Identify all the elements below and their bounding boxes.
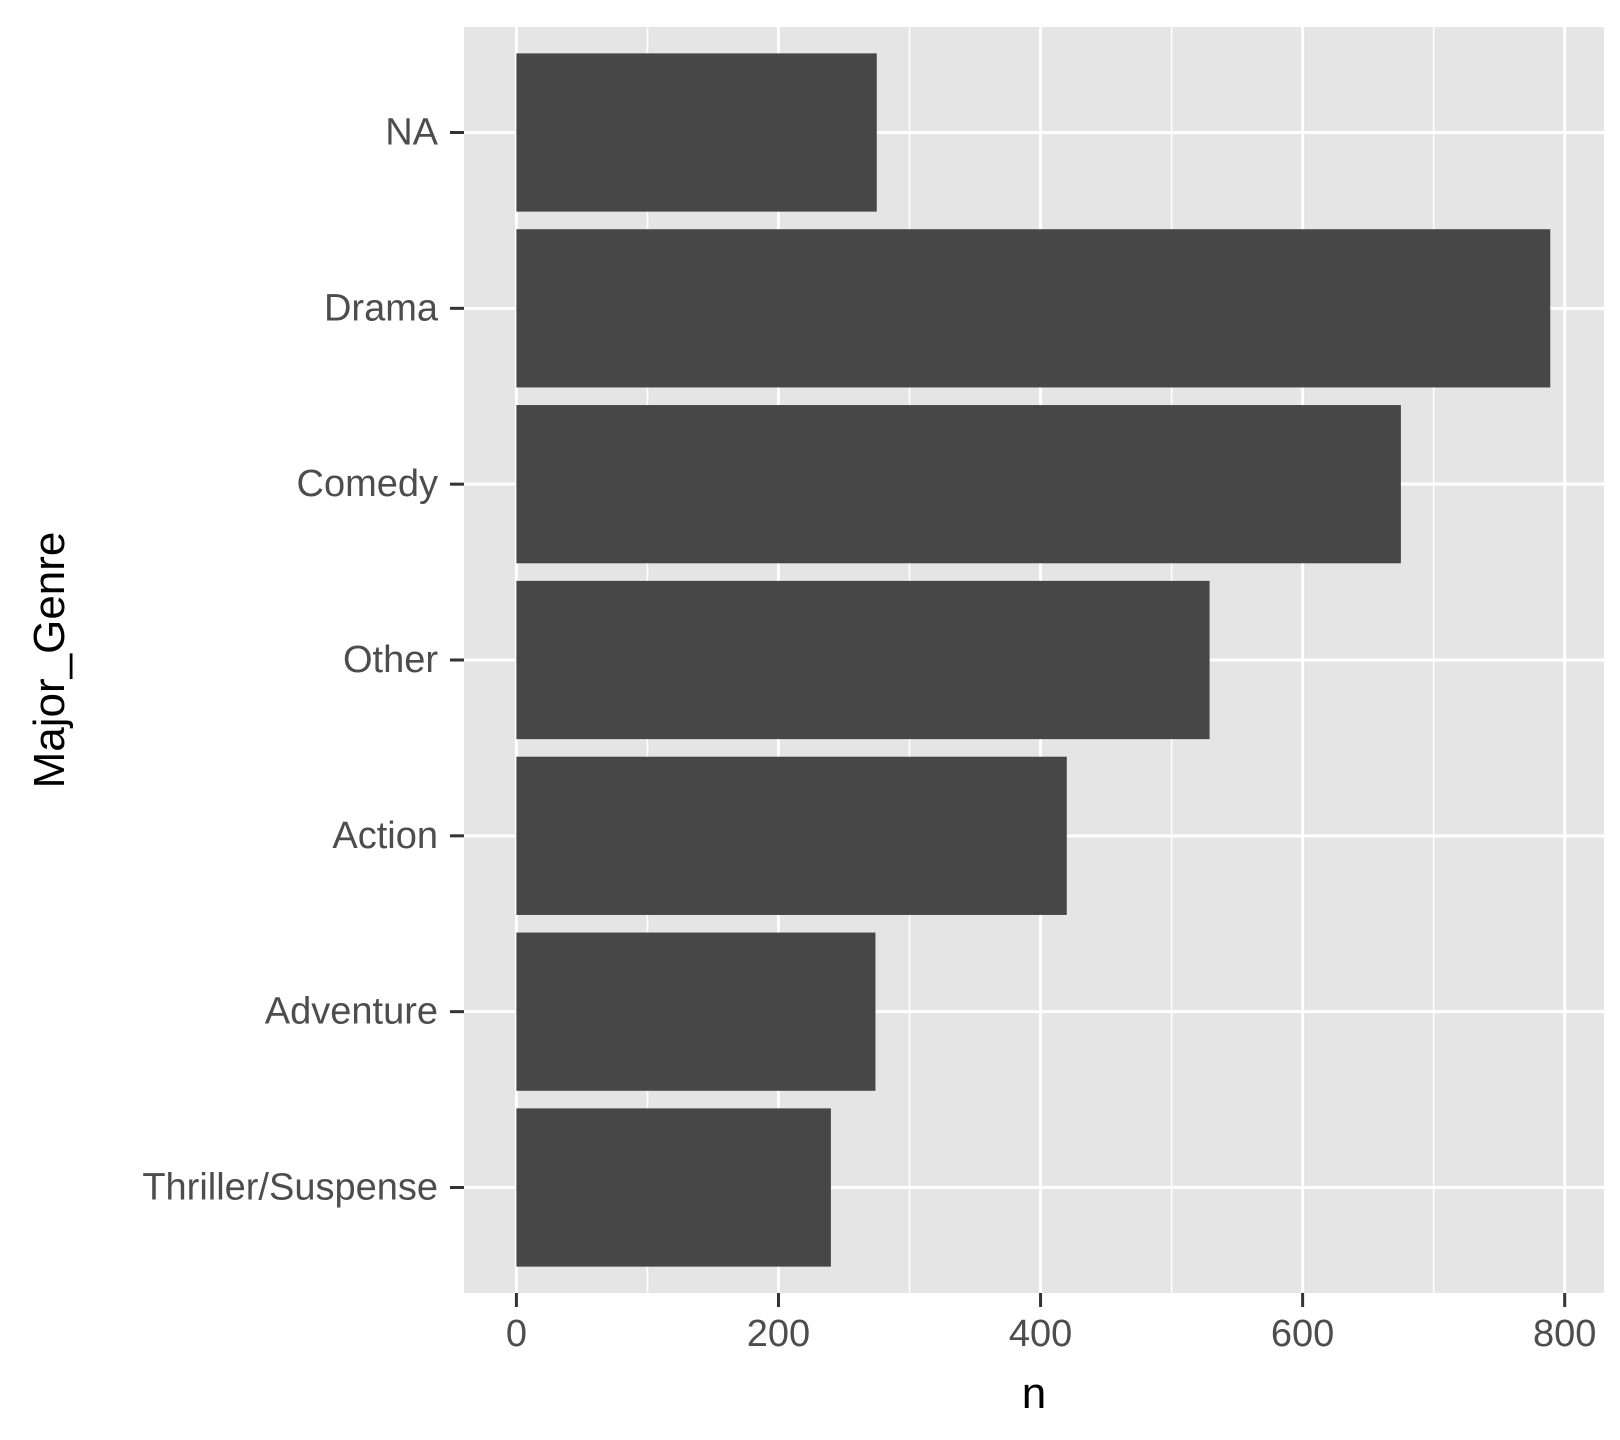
y-tick-label: Drama <box>324 287 439 329</box>
x-tick-label: 400 <box>1009 1313 1072 1355</box>
bar <box>516 580 1210 740</box>
y-tick-label: Comedy <box>297 463 439 505</box>
bar <box>516 756 1067 915</box>
bar <box>516 932 876 1091</box>
x-axis-title: n <box>1022 1369 1046 1418</box>
x-tick-label: 800 <box>1533 1313 1596 1355</box>
y-tick-label: Thriller/Suspense <box>142 1167 438 1209</box>
bar <box>516 229 1551 388</box>
y-tick-label: Adventure <box>265 991 438 1033</box>
bar <box>516 405 1401 564</box>
y-axis: NA Drama Comedy Other Action Adventure Thrille… <box>142 112 464 1209</box>
x-axis: 0 200 400 600 800 <box>506 1293 1596 1355</box>
x-tick-label: 0 <box>506 1313 527 1355</box>
y-tick-label: Action <box>332 815 438 857</box>
y-axis-title: Major_Genre <box>25 532 74 789</box>
y-tick-label: Other <box>343 639 438 681</box>
bar <box>516 1108 831 1267</box>
bar <box>516 53 877 212</box>
x-tick-label: 200 <box>747 1313 810 1355</box>
y-tick-label: NA <box>385 112 438 154</box>
bars <box>516 53 1551 1267</box>
x-tick-label: 600 <box>1271 1313 1334 1355</box>
